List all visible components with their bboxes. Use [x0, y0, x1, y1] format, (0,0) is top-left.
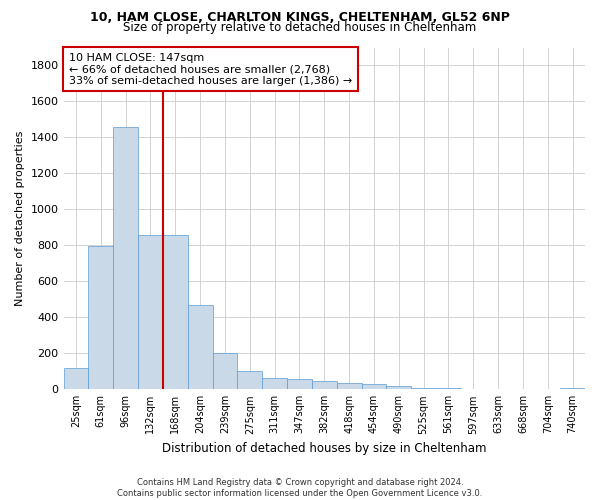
Text: 10 HAM CLOSE: 147sqm
← 66% of detached houses are smaller (2,768)
33% of semi-de: 10 HAM CLOSE: 147sqm ← 66% of detached h…: [69, 52, 352, 86]
Bar: [163, 234, 188, 390]
Text: Size of property relative to detached houses in Cheltenham: Size of property relative to detached ho…: [124, 21, 476, 34]
Bar: [138, 234, 163, 390]
Bar: [461, 389, 485, 390]
Bar: [238, 372, 262, 390]
X-axis label: Distribution of detached houses by size in Cheltenham: Distribution of detached houses by size …: [162, 442, 487, 455]
Bar: [362, 384, 386, 390]
Bar: [337, 383, 362, 390]
Bar: [64, 368, 88, 390]
Bar: [262, 378, 287, 390]
Bar: [436, 388, 461, 390]
Bar: [113, 126, 138, 390]
Y-axis label: Number of detached properties: Number of detached properties: [15, 130, 25, 306]
Bar: [287, 378, 312, 390]
Bar: [312, 381, 337, 390]
Text: Contains HM Land Registry data © Crown copyright and database right 2024.
Contai: Contains HM Land Registry data © Crown c…: [118, 478, 482, 498]
Bar: [560, 388, 585, 390]
Bar: [386, 386, 411, 390]
Bar: [88, 246, 113, 390]
Bar: [212, 354, 238, 390]
Bar: [411, 388, 436, 390]
Bar: [188, 305, 212, 390]
Text: 10, HAM CLOSE, CHARLTON KINGS, CHELTENHAM, GL52 6NP: 10, HAM CLOSE, CHARLTON KINGS, CHELTENHA…: [90, 11, 510, 24]
